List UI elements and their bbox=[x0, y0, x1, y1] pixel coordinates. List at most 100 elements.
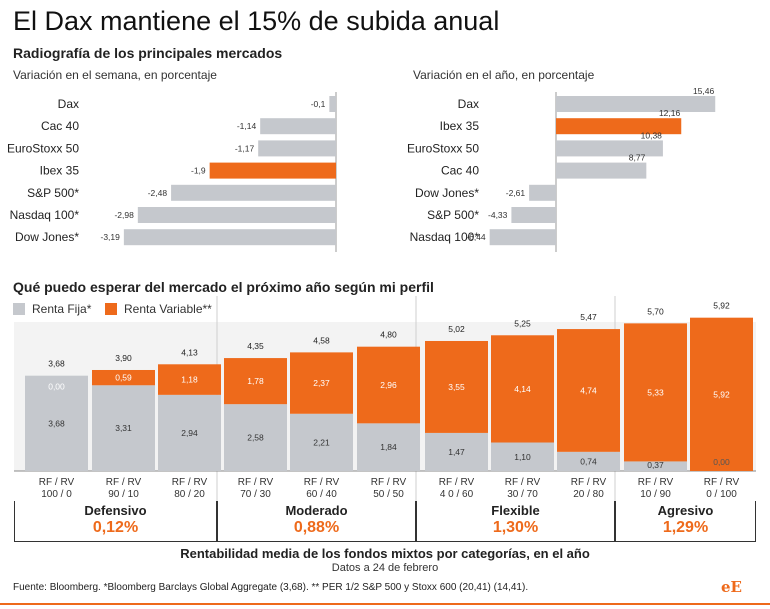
profile-name: Moderado bbox=[285, 503, 348, 518]
data-label: 1,10 bbox=[514, 452, 531, 462]
bar bbox=[529, 184, 556, 201]
profile-return: 0,12% bbox=[92, 519, 139, 536]
data-label: -3,19 bbox=[100, 232, 120, 242]
data-label: -6,44 bbox=[466, 232, 486, 242]
bar-fixed-income bbox=[491, 442, 554, 471]
data-label: 0,59 bbox=[115, 373, 132, 383]
data-label: 10,38 bbox=[641, 130, 663, 140]
category-label: 50 / 50 bbox=[373, 489, 404, 500]
category-label: Cac 40 bbox=[441, 164, 479, 178]
category-label: 30 / 70 bbox=[507, 489, 538, 500]
data-label: 2,58 bbox=[247, 433, 264, 443]
data-label: 4,74 bbox=[580, 385, 597, 395]
category-label: Nasdaq 100* bbox=[10, 208, 80, 222]
legend-swatch-grey bbox=[13, 303, 25, 315]
bar-fixed-income bbox=[158, 394, 221, 471]
total-label: 4,80 bbox=[380, 330, 397, 340]
bar-equity bbox=[425, 340, 488, 433]
bar-fixed-income bbox=[357, 423, 420, 471]
data-label: 5,33 bbox=[647, 387, 664, 397]
profile-name: Agresivo bbox=[657, 503, 714, 518]
profile-box-defensivo bbox=[14, 501, 217, 542]
category-label: Cac 40 bbox=[41, 119, 79, 133]
bar-equity bbox=[624, 323, 687, 462]
data-label: 3,68 bbox=[48, 418, 65, 428]
bar-equity bbox=[557, 329, 620, 452]
data-label: -0,1 bbox=[311, 99, 326, 109]
category-label: RF / RV bbox=[304, 477, 340, 488]
category-label: 20 / 80 bbox=[573, 489, 604, 500]
data-label: 8,77 bbox=[629, 153, 646, 163]
bar-equity bbox=[290, 352, 353, 414]
category-label: 100 / 0 bbox=[41, 489, 72, 500]
data-label: -1,9 bbox=[191, 166, 206, 176]
bar bbox=[511, 207, 556, 223]
data-label: 3,31 bbox=[115, 423, 132, 433]
data-label: 2,21 bbox=[313, 437, 330, 447]
total-label: 5,92 bbox=[713, 301, 730, 311]
category-label: S&P 500* bbox=[427, 208, 479, 222]
bar bbox=[171, 184, 336, 201]
category-label: RF / RV bbox=[571, 477, 607, 488]
category-label: 80 / 20 bbox=[174, 489, 205, 500]
page-subtitle: Radiografía de los principales mercados bbox=[13, 45, 283, 61]
total-label: 5,25 bbox=[514, 318, 531, 328]
category-label: 4 0 / 60 bbox=[440, 489, 474, 500]
year-chart-title: Variación en el año, en porcentaje bbox=[413, 68, 595, 82]
data-label: 1,47 bbox=[448, 447, 465, 457]
data-label: 15,46 bbox=[693, 86, 715, 96]
data-label: 2,94 bbox=[181, 428, 198, 438]
profile-name: Defensivo bbox=[84, 503, 147, 518]
data-label: 2,96 bbox=[380, 380, 397, 390]
total-label: 3,68 bbox=[48, 359, 65, 369]
bar bbox=[556, 96, 716, 112]
category-label: Dow Jones* bbox=[415, 186, 479, 200]
data-label: 1,18 bbox=[181, 375, 198, 385]
footer-caption: Rentabilidad media de los fondos mixtos … bbox=[180, 546, 590, 561]
bar bbox=[209, 162, 336, 179]
profile-box-agresivo bbox=[615, 501, 756, 542]
total-label: 4,13 bbox=[181, 347, 198, 357]
bar bbox=[556, 162, 647, 179]
category-label: Dax bbox=[58, 97, 79, 111]
category-label: EuroStoxx 50 bbox=[7, 141, 79, 155]
category-label: RF / RV bbox=[439, 477, 475, 488]
footer-date: Datos a 24 de febrero bbox=[331, 562, 439, 574]
category-label: S&P 500* bbox=[27, 186, 79, 200]
bar bbox=[329, 96, 336, 112]
total-label: 5,70 bbox=[647, 306, 664, 316]
profile-return: 1,29% bbox=[662, 519, 709, 536]
bar-fixed-income bbox=[224, 404, 287, 471]
category-label: RF / RV bbox=[39, 477, 75, 488]
data-label: -4,33 bbox=[488, 210, 508, 220]
data-label: 2,37 bbox=[313, 378, 330, 388]
data-label: 3,55 bbox=[448, 382, 465, 392]
legend-label: Renta Variable** bbox=[124, 302, 212, 316]
week-chart-title: Variación en el semana, en porcentaje bbox=[13, 68, 217, 82]
legend-swatch-orange bbox=[105, 303, 117, 315]
data-label: 0,00 bbox=[48, 382, 65, 392]
data-label: 5,92 bbox=[713, 389, 730, 399]
data-label: 0,00 bbox=[713, 457, 730, 467]
page-title: El Dax mantiene el 15% de subida anual bbox=[13, 6, 500, 36]
total-label: 5,02 bbox=[448, 324, 465, 334]
bar-fixed-income bbox=[290, 413, 353, 471]
bar-equity bbox=[224, 358, 287, 405]
legend-label: Renta Fija* bbox=[32, 302, 92, 316]
category-label: RF / RV bbox=[704, 477, 740, 488]
data-label: 1,78 bbox=[247, 376, 264, 386]
bar bbox=[258, 140, 336, 157]
logo: eE bbox=[721, 578, 742, 596]
category-label: Dax bbox=[458, 97, 479, 111]
data-label: 1,84 bbox=[380, 442, 397, 452]
category-label: 10 / 90 bbox=[640, 489, 671, 500]
bottom-rule bbox=[0, 603, 770, 605]
category-label: 70 / 30 bbox=[240, 489, 271, 500]
category-label: Ibex 35 bbox=[40, 164, 80, 178]
total-label: 4,58 bbox=[313, 335, 330, 345]
data-label: -2,98 bbox=[114, 210, 134, 220]
category-label: Nasdaq 100* bbox=[410, 230, 480, 244]
total-label: 4,35 bbox=[247, 341, 264, 351]
